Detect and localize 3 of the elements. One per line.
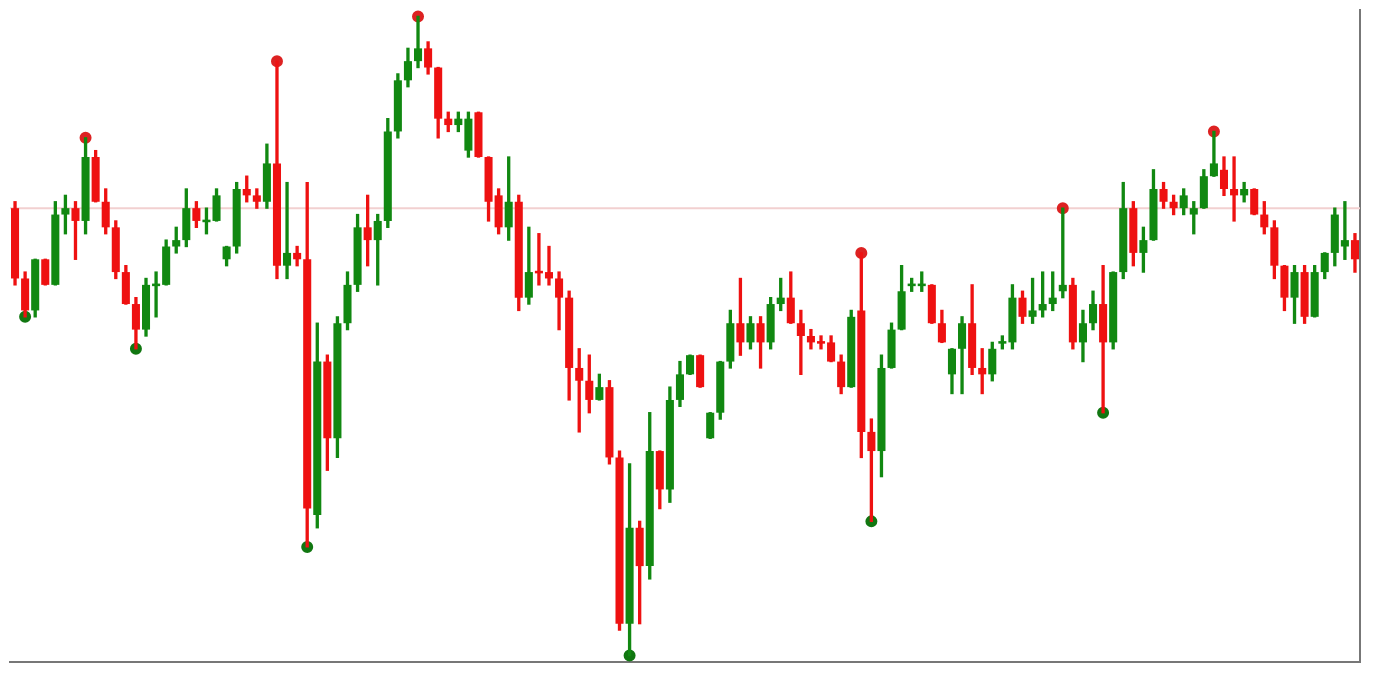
candlestick (1230, 156, 1239, 222)
candlestick (283, 181, 292, 280)
candlestick (796, 309, 805, 376)
